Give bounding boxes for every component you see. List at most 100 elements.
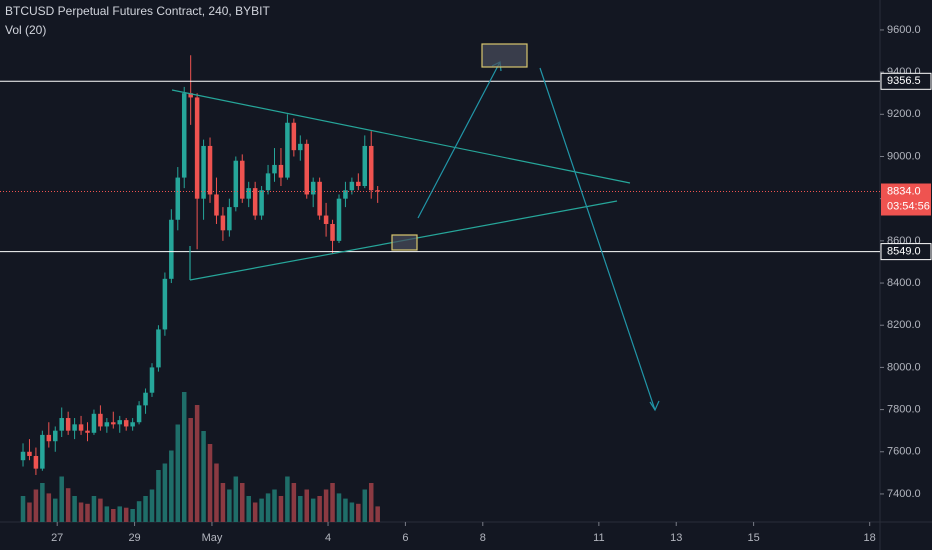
price-label-box bbox=[880, 243, 932, 261]
volume-bar bbox=[233, 476, 239, 522]
volume-bar bbox=[356, 503, 361, 522]
volume-bar bbox=[85, 503, 90, 522]
volume-bar bbox=[117, 506, 123, 522]
drawings bbox=[171, 43, 660, 412]
candle-body bbox=[53, 430, 58, 442]
volume-bar bbox=[46, 493, 52, 522]
candle-body bbox=[123, 420, 129, 427]
candle-body bbox=[149, 367, 155, 393]
volume-bar bbox=[207, 444, 213, 522]
volume-bar bbox=[368, 483, 374, 522]
volume-bar bbox=[330, 483, 335, 522]
volume-bar bbox=[33, 489, 39, 522]
candle-body bbox=[259, 190, 264, 216]
candle-body bbox=[188, 93, 193, 98]
chart-title: BTCUSD Perpetual Futures Contract, 240, … bbox=[5, 4, 270, 18]
volume-bar bbox=[65, 488, 71, 522]
candle-body bbox=[323, 215, 329, 224]
breakout-box bbox=[391, 234, 418, 251]
candle-body bbox=[98, 413, 103, 427]
volume-bar bbox=[246, 496, 251, 522]
arrow-down-head bbox=[649, 400, 660, 412]
countdown: 03:54:56 bbox=[887, 200, 930, 212]
volume-bar bbox=[188, 418, 193, 522]
candle-body bbox=[349, 181, 355, 191]
volume-bar bbox=[40, 483, 45, 522]
volume-bar bbox=[375, 506, 380, 522]
candle-body bbox=[33, 455, 39, 469]
volume-bar bbox=[143, 496, 148, 522]
volume-bar bbox=[298, 496, 303, 522]
volume-bar bbox=[304, 489, 310, 522]
candle-body bbox=[375, 190, 380, 192]
price-label-box bbox=[880, 72, 932, 90]
y-tick-label: 8400.0 bbox=[887, 277, 921, 289]
x-tick-label: 15 bbox=[747, 532, 759, 544]
volume-bar bbox=[201, 431, 206, 522]
volume-bar bbox=[291, 483, 297, 522]
candle-body bbox=[130, 422, 135, 427]
candle-body bbox=[304, 143, 310, 195]
volume-bar bbox=[323, 489, 329, 522]
candle-body bbox=[194, 97, 200, 199]
volume-bar bbox=[265, 493, 271, 522]
candle-body bbox=[181, 93, 187, 178]
x-tick-label: May bbox=[202, 532, 223, 544]
candle-body bbox=[298, 143, 303, 151]
volume-bar bbox=[91, 496, 97, 522]
candle-body bbox=[343, 190, 348, 199]
volume-bar bbox=[259, 498, 264, 522]
candle-body bbox=[156, 329, 161, 368]
x-tick-label: 27 bbox=[51, 532, 63, 544]
candle-body bbox=[46, 434, 52, 442]
x-tick-label: 11 bbox=[593, 532, 604, 544]
volume-bar bbox=[169, 450, 174, 522]
volume-bar bbox=[123, 507, 129, 522]
candle-body bbox=[233, 160, 239, 208]
x-tick-label: 18 bbox=[864, 532, 876, 544]
volume-bar bbox=[181, 392, 187, 522]
candle-body bbox=[111, 422, 116, 425]
volume-title: Vol (20) bbox=[5, 23, 46, 37]
candle-body bbox=[362, 145, 368, 187]
y-tick-label: 9200.0 bbox=[887, 108, 921, 120]
candle-body bbox=[240, 160, 245, 199]
volume-bar bbox=[156, 470, 161, 522]
volume-bar bbox=[272, 489, 277, 522]
candle-body bbox=[85, 430, 90, 433]
x-tick-label: 29 bbox=[128, 532, 140, 544]
y-tick-label: 9000.0 bbox=[887, 150, 921, 162]
target-box bbox=[481, 43, 528, 68]
volume-bar bbox=[20, 496, 26, 522]
candle-body bbox=[27, 451, 32, 456]
candle-body bbox=[330, 223, 335, 241]
volume-bar bbox=[59, 476, 64, 522]
triangle-upper bbox=[171, 89, 631, 184]
volume-bar bbox=[111, 509, 116, 522]
x-tick-label: 4 bbox=[325, 532, 331, 544]
candle-body bbox=[285, 122, 290, 178]
candle-body bbox=[169, 219, 174, 279]
volume-bar bbox=[278, 496, 284, 522]
arrow-up bbox=[417, 61, 501, 219]
candle-body bbox=[104, 422, 110, 427]
candle-body bbox=[175, 177, 181, 220]
y-tick-label: 7800.0 bbox=[887, 403, 921, 415]
volume-bar bbox=[136, 501, 142, 522]
volume-bar bbox=[362, 489, 368, 522]
y-tick-label: 8000.0 bbox=[887, 361, 921, 373]
volume-bar bbox=[98, 498, 103, 522]
volume-bar bbox=[78, 502, 84, 522]
volume-bar bbox=[72, 496, 77, 522]
volume-bar bbox=[175, 424, 181, 522]
volume-bar bbox=[194, 405, 200, 522]
volume-bar bbox=[149, 489, 155, 522]
volume-bar bbox=[349, 502, 355, 522]
volume-bar bbox=[285, 476, 290, 522]
volume-bar bbox=[220, 483, 226, 522]
candle-body bbox=[368, 145, 374, 191]
volume-bar bbox=[227, 489, 232, 522]
candle-body bbox=[220, 215, 226, 231]
volume-bar bbox=[310, 498, 316, 522]
